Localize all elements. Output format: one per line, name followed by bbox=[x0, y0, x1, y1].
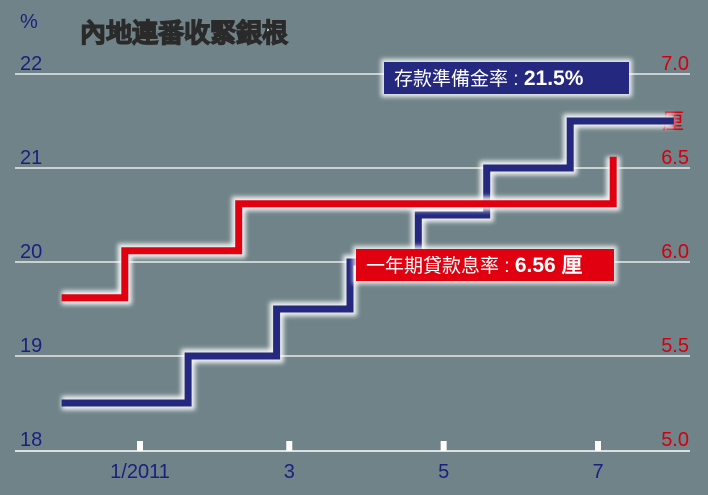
left-tick-label: 21 bbox=[20, 147, 42, 169]
x-tick-mark bbox=[440, 441, 447, 451]
x-tick-mark bbox=[137, 441, 143, 451]
right-tick-label: 6.5 bbox=[661, 147, 689, 169]
left-tick-label: 19 bbox=[20, 335, 42, 357]
right-tick-label: 7.0 bbox=[661, 53, 689, 75]
left-axis-unit: % bbox=[20, 11, 38, 33]
lending-rate-line bbox=[61, 156, 617, 302]
x-tick-label: 5 bbox=[438, 461, 449, 483]
x-tick-label: 1/2011 bbox=[110, 461, 170, 483]
reserve-ratio-value: 21.5% bbox=[524, 67, 584, 90]
left-tick-label: 20 bbox=[20, 241, 42, 263]
lending-rate-label: 一年期貸款息率 : 6.56 厘 bbox=[366, 254, 583, 277]
lending-rate-value: 6.56 厘 bbox=[515, 254, 583, 277]
left-tick-label: 22 bbox=[20, 53, 42, 75]
chart-title: 內地連番收緊銀根 bbox=[80, 19, 288, 49]
x-tick-label: 7 bbox=[592, 461, 603, 483]
x-tick-mark bbox=[286, 441, 293, 451]
x-tick-mark bbox=[595, 441, 601, 451]
right-tick-label: 5.0 bbox=[661, 429, 689, 451]
x-tick-label: 3 bbox=[284, 461, 295, 483]
lending-rate-label-box bbox=[356, 249, 614, 281]
right-tick-label: 6.0 bbox=[661, 241, 689, 263]
right-tick-label: 5.5 bbox=[661, 335, 689, 357]
reserve-ratio-label-box bbox=[384, 62, 629, 94]
left-tick-label: 18 bbox=[20, 429, 42, 451]
reserve-ratio-label: 存款準備金率 : 21.5% bbox=[394, 67, 584, 90]
